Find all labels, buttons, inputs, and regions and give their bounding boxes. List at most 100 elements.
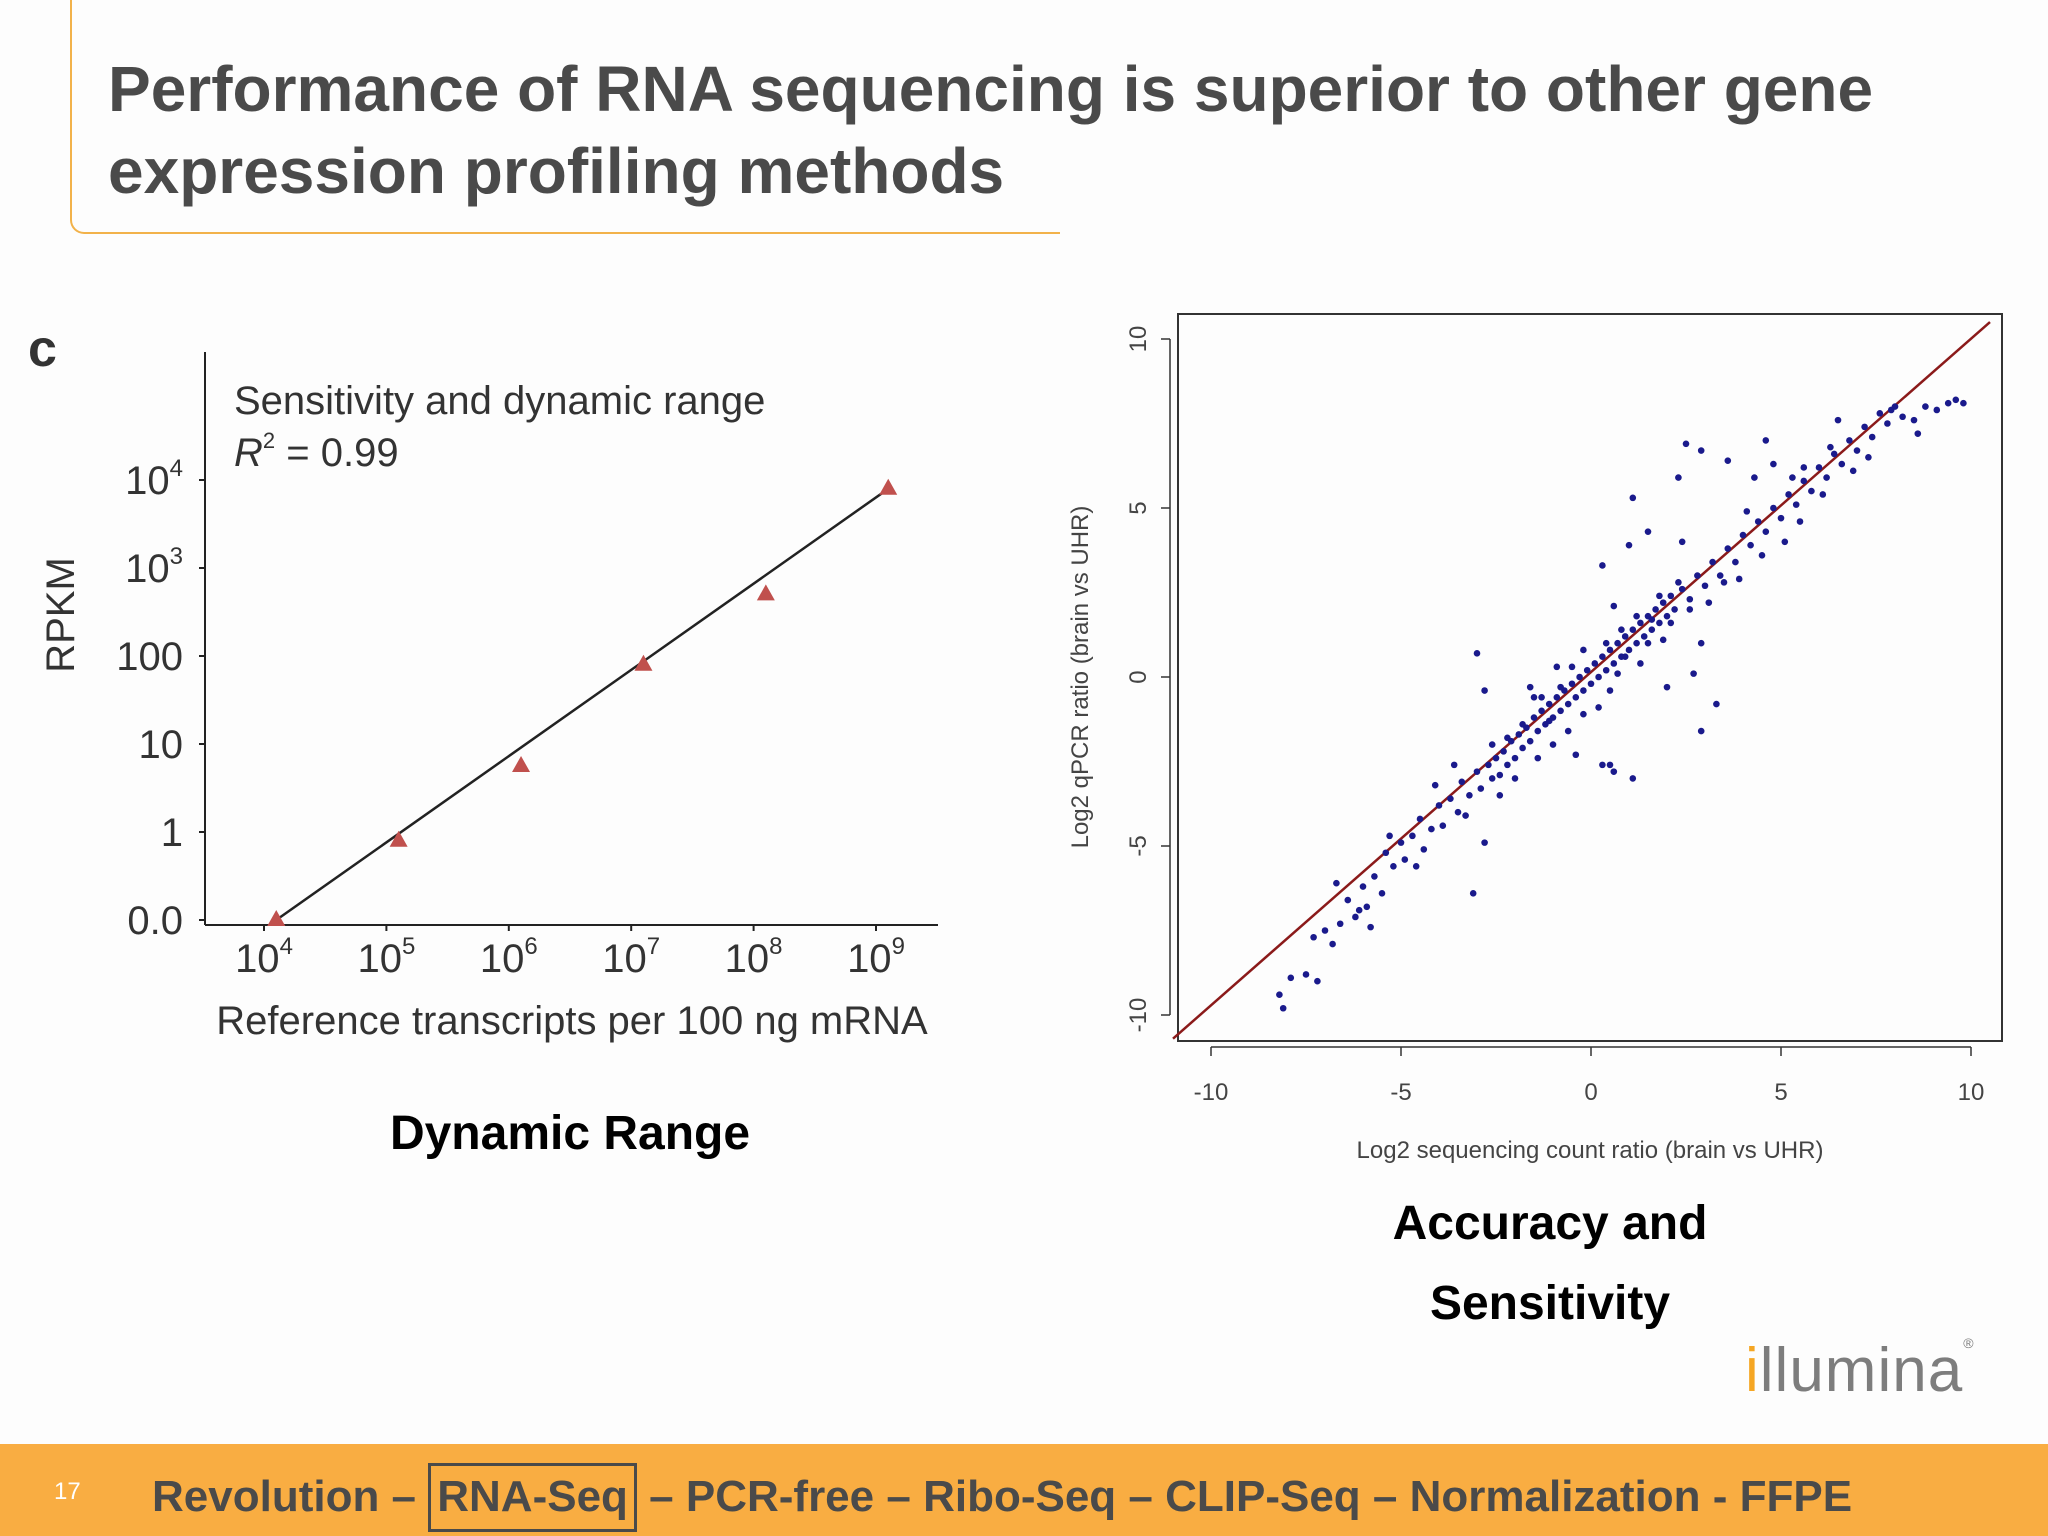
y-tick-label: 0.0	[127, 899, 183, 943]
y-tick-label: 100	[116, 635, 183, 679]
scatter-point	[1819, 491, 1827, 498]
scatter-point	[1492, 754, 1500, 762]
scatter-point	[1276, 991, 1283, 999]
scatter-point	[1834, 416, 1842, 424]
y-tick-label: -5	[1125, 835, 1152, 856]
scatter-point	[1621, 653, 1629, 661]
scatter-point	[1568, 663, 1576, 671]
scatter-point	[1659, 599, 1667, 606]
scatter-point	[1378, 890, 1386, 897]
scatter-point	[1409, 832, 1416, 840]
scatter-point	[1599, 761, 1606, 769]
scatter-point	[1431, 781, 1439, 789]
scatter-point	[1557, 683, 1564, 691]
scatter-point	[1716, 572, 1724, 579]
scatter-point	[1633, 639, 1640, 647]
scatter-point	[1344, 896, 1352, 904]
chart-annotation: Sensitivity and dynamic range	[234, 379, 765, 423]
scatter-point	[1629, 626, 1637, 633]
data-point-triangle	[389, 830, 408, 847]
scatter-point	[1735, 575, 1743, 583]
scatter-point	[1686, 595, 1694, 603]
x-tick-label: 0	[1584, 1079, 1597, 1106]
footer-topic-revolution: Revolution	[152, 1472, 380, 1521]
scatter-point	[1952, 396, 1960, 404]
scatter-point	[1933, 406, 1941, 414]
scatter-point	[1644, 528, 1652, 535]
scatter-point	[1614, 639, 1621, 647]
y-tick-label: 10	[1125, 326, 1152, 353]
scatter-point	[1466, 792, 1473, 799]
scatter-point	[1420, 846, 1428, 853]
x-axis-label: Log2 sequencing count ratio (brain vs UH…	[1357, 1137, 1824, 1164]
scatter-point	[1682, 440, 1690, 448]
scatter-point	[1504, 734, 1511, 742]
scatter-point	[1606, 646, 1614, 654]
footer-topic-rna-seq: RNA-Seq	[428, 1463, 637, 1532]
data-point-triangle	[756, 584, 775, 601]
scatter-point	[1534, 754, 1542, 762]
scatter-point	[1545, 700, 1553, 708]
scatter-point	[1504, 761, 1511, 769]
scatter-point	[1534, 727, 1542, 735]
scatter-point	[1595, 673, 1602, 681]
scatter-point	[1633, 612, 1640, 620]
scatter-point	[1625, 541, 1633, 549]
scatter-point	[1785, 491, 1792, 498]
y-axis-label: Log2 qPCR ratio (brain vs UHR)	[1067, 506, 1094, 849]
footer-topic-ffpe: FFPE	[1739, 1472, 1853, 1521]
scatter-point	[1686, 606, 1694, 613]
footer-topic-clip-seq: CLIP-Seq	[1165, 1472, 1361, 1521]
scatter-point	[1428, 825, 1435, 833]
scatter-point	[1416, 815, 1424, 823]
scatter-point	[1553, 693, 1561, 701]
scatter-point	[1796, 518, 1804, 525]
y-tick-label: 10	[139, 723, 184, 767]
x-axis-label: Reference transcripts per 100 ng mRNA	[216, 999, 928, 1043]
scatter-point	[1713, 700, 1720, 708]
scatter-point	[1724, 457, 1732, 464]
accuracy-scatter-chart: -10 -5 0 5 10 -10 -5 0 5 10 Log2 sequencing count …	[1067, 313, 2003, 1164]
scatter-point	[1545, 717, 1553, 725]
scatter-point	[1777, 514, 1785, 522]
scatter-point	[1481, 839, 1488, 846]
scatter-point	[1488, 775, 1496, 782]
data-point-triangle	[879, 478, 898, 495]
scatter-point	[1549, 741, 1557, 748]
scatter-point	[1827, 443, 1834, 451]
scatter-point	[1629, 494, 1637, 502]
scatter-point	[1352, 913, 1359, 921]
scatter-point	[1583, 666, 1591, 674]
scatter-point	[1675, 579, 1682, 586]
footer-topic-normalization: Normalization	[1409, 1472, 1701, 1521]
panel-label: c	[28, 320, 57, 378]
scatter-point	[1762, 437, 1770, 444]
scatter-point	[1454, 808, 1462, 816]
scatter-point	[1792, 501, 1800, 508]
scatter-point	[1526, 683, 1534, 691]
scatter-point	[1944, 399, 1952, 407]
scatter-point	[1553, 663, 1561, 671]
footer-topic-ribo-seq: Ribo-Seq	[923, 1472, 1117, 1521]
scatter-point	[1333, 879, 1340, 887]
scatter-point	[1511, 754, 1519, 762]
scatter-point	[1960, 399, 1967, 407]
scatter-point	[1914, 430, 1922, 437]
scatter-point	[1485, 761, 1492, 769]
scatter-point	[1751, 474, 1758, 481]
scatter-point	[1279, 1004, 1287, 1012]
x-tick-label: 105	[357, 933, 415, 981]
scatter-point	[1770, 460, 1777, 468]
scatter-point	[1595, 704, 1602, 711]
scatter-point	[1678, 538, 1686, 546]
data-point-triangle	[634, 654, 653, 671]
scatter-point	[1876, 410, 1884, 417]
scatter-point	[1884, 420, 1891, 427]
scatter-point	[1610, 768, 1618, 775]
data-point-triangle	[512, 756, 531, 772]
caption-dynamic-range: Dynamic Range	[389, 1107, 751, 1160]
scatter-point	[1800, 477, 1808, 485]
scatter-point	[1865, 454, 1872, 461]
scatter-point	[1770, 504, 1777, 512]
